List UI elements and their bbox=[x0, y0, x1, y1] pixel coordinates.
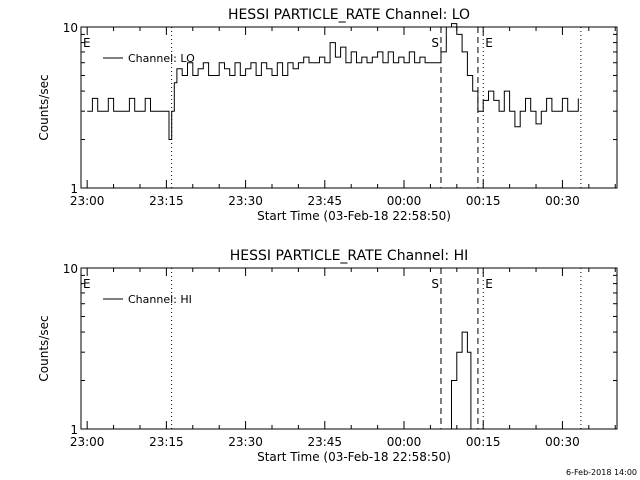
panel2-y-axis-label: Counts/sec bbox=[37, 315, 51, 381]
panel2-x-axis-label: Start Time (03-Feb-18 22:58:50) bbox=[257, 450, 451, 464]
panel1-x-tick-label: 23:15 bbox=[149, 194, 184, 208]
panel2-x-tick-label: 23:30 bbox=[228, 435, 263, 449]
panel1-x-axis-label: Start Time (03-Feb-18 22:58:50) bbox=[257, 209, 451, 223]
panel1-chart-title: HESSI PARTICLE_RATE Channel: LO bbox=[228, 7, 470, 23]
panel1-x-tick-label: 00:30 bbox=[545, 194, 580, 208]
panel1-y-tick-label: 1 bbox=[70, 182, 78, 196]
panel1-x-tick-label: 00:15 bbox=[466, 194, 501, 208]
panel2-x-tick-label: 00:00 bbox=[387, 435, 422, 449]
panel1-x-tick-label: 23:45 bbox=[307, 194, 342, 208]
footer-date: 6-Feb-2018 14:00 bbox=[566, 468, 637, 477]
panel1-y-axis-label: Counts/sec bbox=[37, 74, 51, 140]
panel1-x-tick-label: 23:00 bbox=[70, 194, 105, 208]
panel2-event-marker-label: S bbox=[431, 277, 439, 291]
panel2-legend-label: Channel: HI bbox=[128, 293, 192, 306]
panel2-y-tick-label: 1 bbox=[70, 423, 78, 437]
panel1-y-tick-label: 10 bbox=[63, 21, 78, 35]
panel2-y-tick-label: 10 bbox=[63, 262, 78, 276]
panel2-event-marker-label: E bbox=[485, 277, 493, 291]
panel2-series-line bbox=[446, 331, 472, 430]
panel2-x-tick-label: 00:15 bbox=[466, 435, 501, 449]
panel1-x-tick-label: 00:00 bbox=[387, 194, 422, 208]
panel2-x-tick-label: 23:15 bbox=[149, 435, 184, 449]
panel1-series-line bbox=[87, 23, 579, 140]
panel1-legend-label: Channel: LO bbox=[128, 52, 195, 65]
panel2-x-tick-label: 23:45 bbox=[307, 435, 342, 449]
panel1-x-tick-label: 23:30 bbox=[228, 194, 263, 208]
panel2-chart-title: HESSI PARTICLE_RATE Channel: HI bbox=[230, 248, 468, 264]
panel2-x-tick-label: 23:00 bbox=[70, 435, 105, 449]
panel1-event-marker-label: E bbox=[83, 36, 91, 50]
panel2-event-marker-label: E bbox=[83, 277, 91, 291]
panel1-event-marker-label: E bbox=[485, 36, 493, 50]
panel2-x-tick-label: 00:30 bbox=[545, 435, 580, 449]
panel1-event-marker-label: S bbox=[431, 36, 439, 50]
